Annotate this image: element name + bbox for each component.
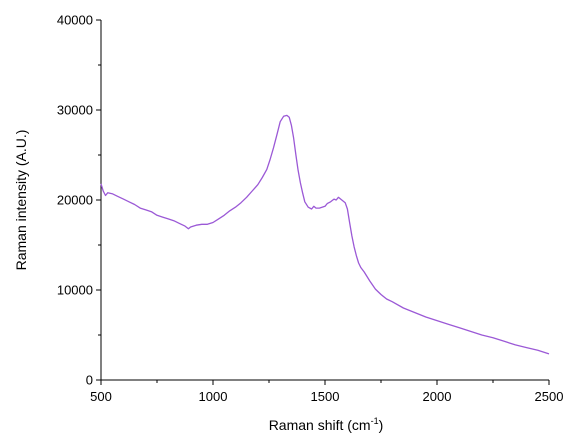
plot-axes — [100, 20, 549, 381]
x-tick-label: 2500 — [535, 389, 564, 404]
tick-labels: 500 1000 1500 2000 2500 0 10000 20000 30000 40000 — [57, 13, 564, 405]
y-axis-title: Raman intensity (A.U.) — [13, 130, 29, 271]
data-series — [100, 114, 550, 355]
x-tick-label: 1500 — [311, 389, 340, 404]
x-tick-label: 1000 — [199, 389, 228, 404]
x-tick-label: 500 — [90, 389, 112, 404]
tick-marks — [96, 19, 550, 385]
y-tick-label: 0 — [86, 373, 93, 388]
x-axis-title: Raman shift (cm-1) — [269, 416, 384, 433]
x-axis-title-superscript: -1 — [371, 416, 379, 426]
y-tick-label: 30000 — [57, 103, 93, 118]
y-tick-label: 40000 — [57, 13, 93, 28]
x-axis-title-main: Raman shift (cm — [269, 417, 371, 433]
spectrum-line — [100, 114, 550, 355]
y-tick-label: 20000 — [57, 193, 93, 208]
x-tick-label: 2000 — [423, 389, 452, 404]
y-tick-label: 10000 — [57, 283, 93, 298]
x-axis-title-suffix: ) — [379, 417, 384, 433]
